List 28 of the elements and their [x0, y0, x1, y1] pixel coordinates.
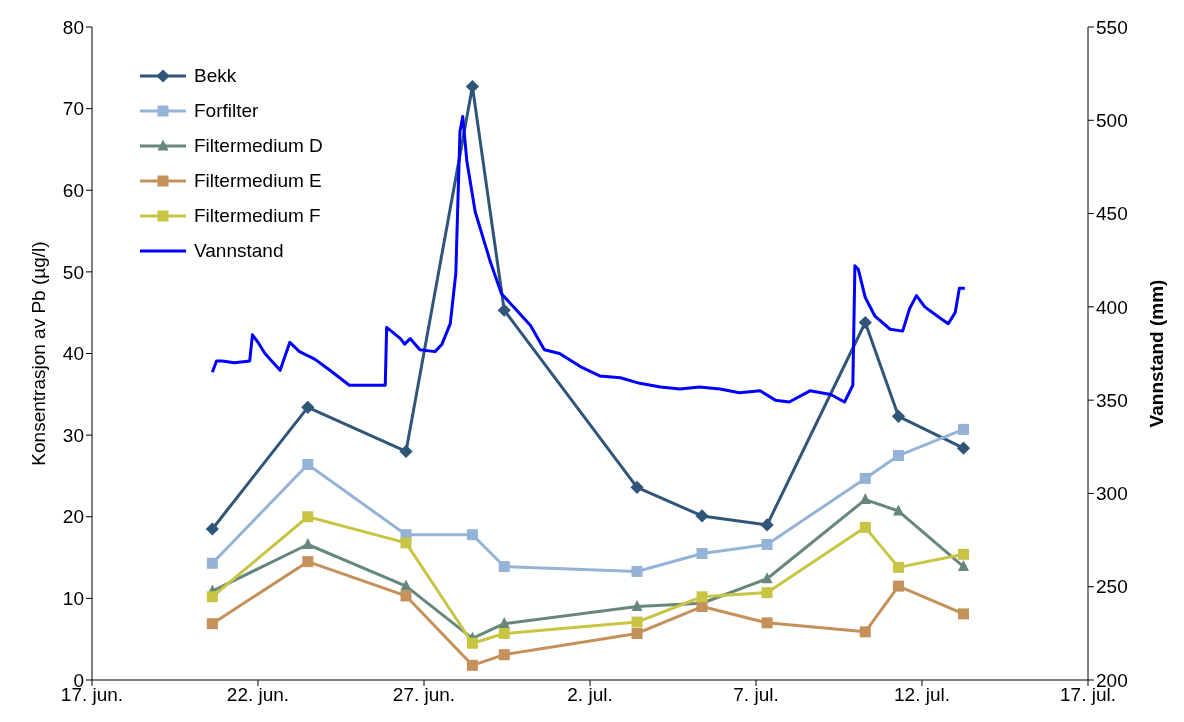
x-tick-label: 12. jul. [894, 684, 950, 706]
x-tick-label: 2. jul. [567, 684, 613, 706]
y-tick-label: 50 [62, 261, 84, 283]
y-tick-label: 20 [62, 506, 84, 528]
y2-tick-label: 300 [1096, 483, 1128, 505]
legend-label: Bekk [194, 64, 237, 87]
y-tick-label: 30 [62, 424, 84, 446]
legend-label: Forfilter [194, 99, 259, 122]
legend-label: Filtermedium E [194, 169, 322, 192]
y2-tick-label: 500 [1096, 110, 1128, 132]
y-tick-label: 80 [62, 16, 84, 38]
y-axis-title: Konsentrasjon av Pb (µg/l) [27, 241, 49, 466]
y2-tick-label: 550 [1096, 16, 1128, 38]
legend-label: Vannstand [194, 239, 284, 262]
x-tick-label: 27. jun. [392, 684, 456, 706]
legend-label: Filtermedium F [194, 204, 321, 227]
y2-axis-title: Vannstand (mm) [1145, 279, 1167, 428]
x-tick-label: 7. jul. [733, 684, 779, 706]
y2-tick-label: 350 [1096, 389, 1128, 411]
y-tick-label: 40 [62, 343, 84, 365]
y2-tick-label: 400 [1096, 296, 1128, 318]
y-tick-label: 60 [62, 179, 84, 201]
y-tick-label: 70 [62, 98, 84, 120]
y2-tick-label: 450 [1096, 203, 1128, 225]
y2-tick-label: 250 [1096, 576, 1128, 598]
legend-label: Filtermedium D [194, 134, 323, 157]
x-tick-label: 22. jun. [226, 684, 290, 706]
y-tick-label: 10 [62, 588, 84, 610]
